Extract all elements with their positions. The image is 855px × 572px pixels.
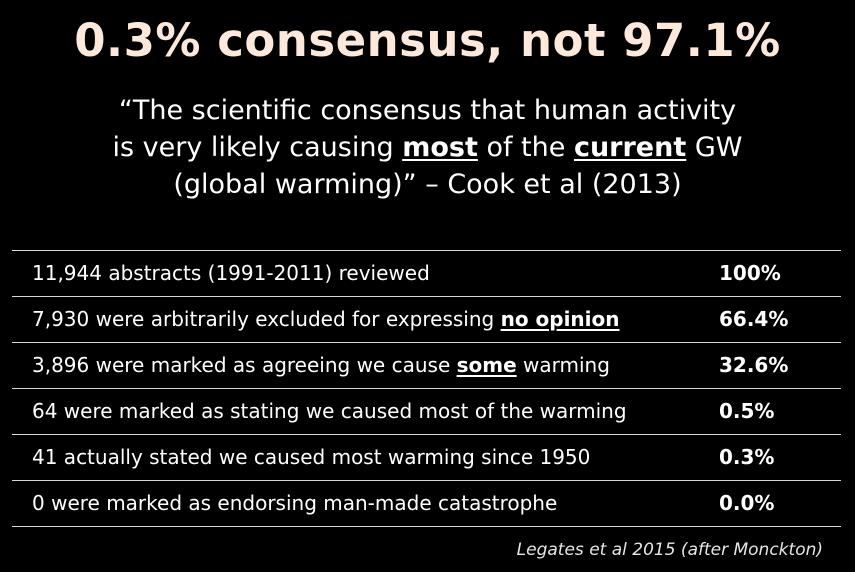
quote-line-2-post: GW bbox=[686, 132, 743, 163]
row-description: 64 were marked as stating we caused most… bbox=[32, 399, 627, 423]
quote-line-1: “The scientific consensus that human act… bbox=[118, 95, 737, 126]
row-emphasis-no-opinion: no opinion bbox=[500, 307, 620, 331]
table-row: 11,944 abstracts (1991-2011) reviewed 10… bbox=[12, 251, 841, 297]
abstracts-table: 11,944 abstracts (1991-2011) reviewed 10… bbox=[12, 250, 841, 527]
source-citation: Legates et al 2015 (after Monckton) bbox=[516, 540, 823, 560]
slide-title: 0.3% consensus, not 97.1% bbox=[74, 14, 781, 67]
table-row: 7,930 were arbitrarily excluded for expr… bbox=[12, 297, 841, 343]
table-row: 41 actually stated we caused most warmin… bbox=[12, 435, 841, 481]
row-emphasis-some: some bbox=[456, 353, 517, 377]
cook-quote: “The scientific consensus that human act… bbox=[0, 92, 855, 203]
row-percent: 100% bbox=[719, 261, 781, 285]
quote-emphasis-current: current bbox=[573, 132, 687, 163]
row-description: 11,944 abstracts (1991-2011) reviewed bbox=[32, 261, 430, 285]
quote-emphasis-most: most bbox=[402, 132, 478, 163]
quote-line-2-pre: is very likely causing bbox=[112, 132, 403, 163]
table-row: 64 were marked as stating we caused most… bbox=[12, 389, 841, 435]
row-description: 7,930 were arbitrarily excluded for expr… bbox=[32, 297, 620, 342]
table-row: 3,896 were marked as agreeing we cause s… bbox=[12, 343, 841, 389]
row-description-post: warming bbox=[516, 353, 610, 377]
quote-line-3: (global warming)” – Cook et al (2013) bbox=[173, 169, 682, 200]
quote-line-2: is very likely causing most of the curre… bbox=[0, 129, 855, 166]
row-percent: 0.0% bbox=[719, 491, 775, 515]
row-percent: 66.4% bbox=[719, 307, 789, 331]
row-description-pre: 7,930 were arbitrarily excluded for expr… bbox=[32, 307, 501, 331]
row-description: 0 were marked as endorsing man-made cata… bbox=[32, 491, 558, 515]
row-description-pre: 3,896 were marked as agreeing we cause bbox=[32, 353, 457, 377]
row-percent: 0.5% bbox=[719, 399, 775, 423]
table-row: 0 were marked as endorsing man-made cata… bbox=[12, 481, 841, 527]
row-percent: 0.3% bbox=[719, 445, 775, 469]
row-description: 41 actually stated we caused most warmin… bbox=[32, 445, 591, 469]
quote-line-2-mid: of the bbox=[477, 132, 574, 163]
row-percent: 32.6% bbox=[719, 353, 789, 377]
row-description: 3,896 were marked as agreeing we cause s… bbox=[32, 343, 610, 388]
